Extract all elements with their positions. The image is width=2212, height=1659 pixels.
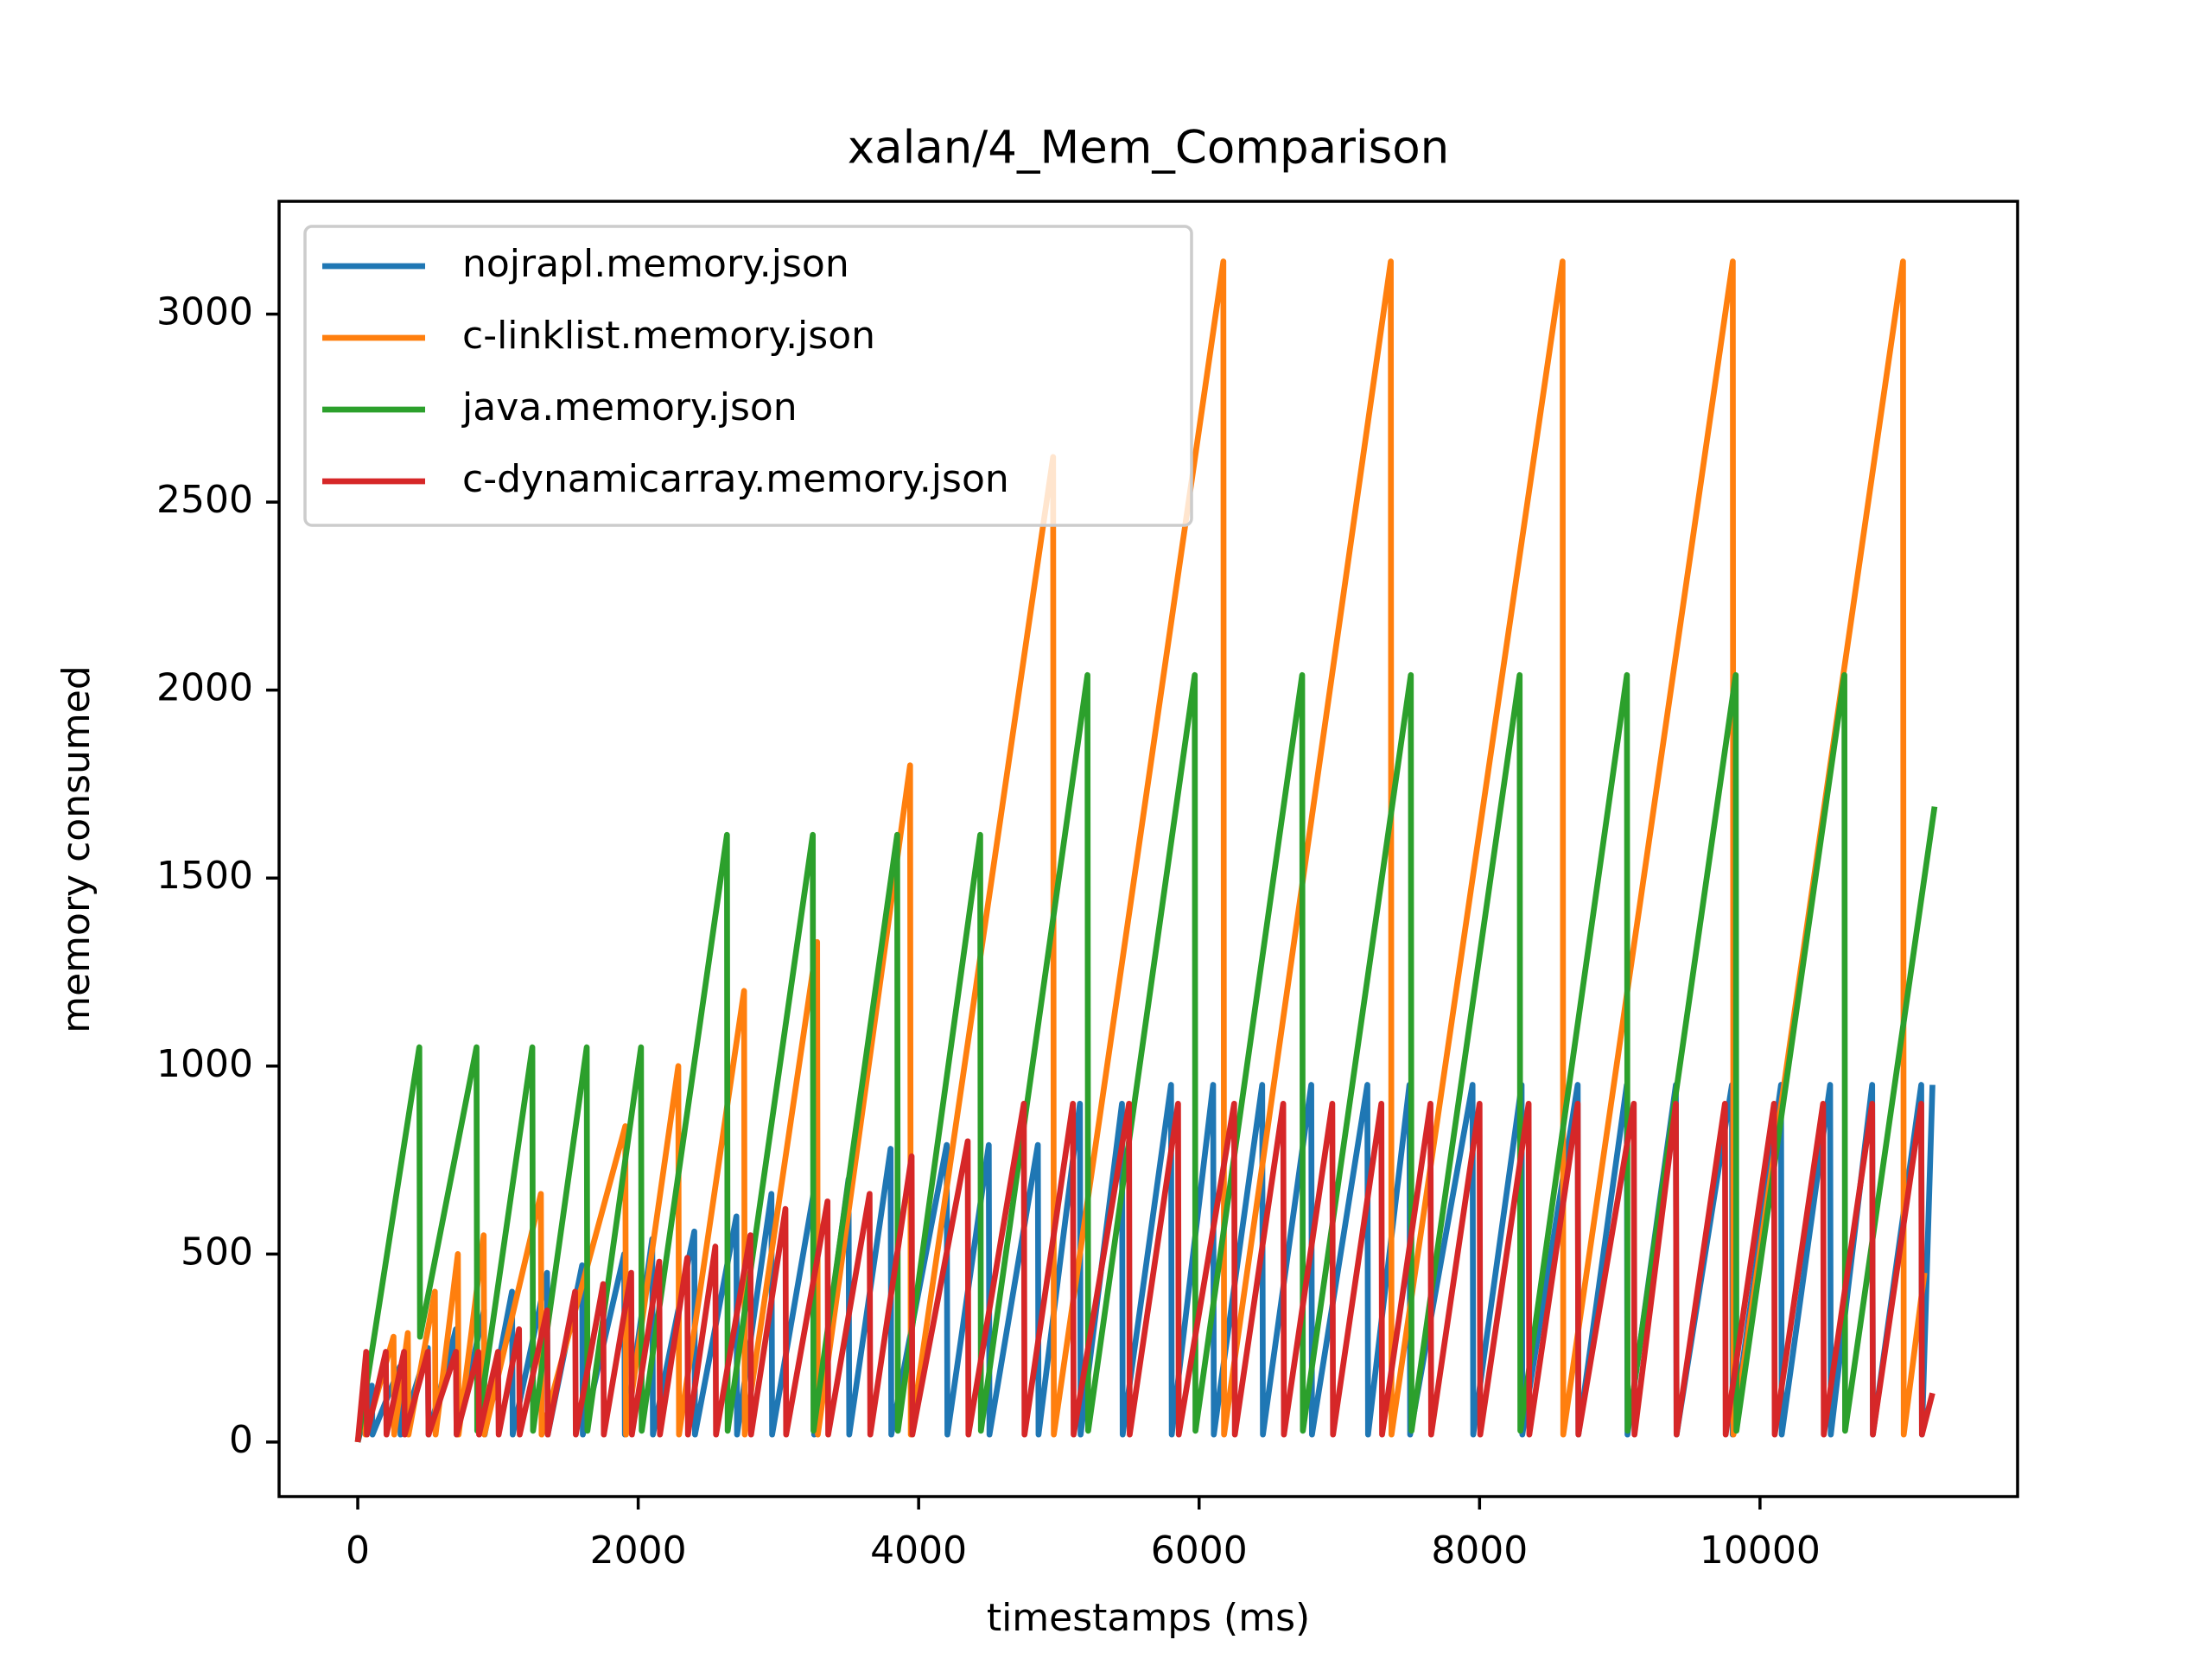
legend-label: c-dynamicarray.memory.json — [462, 457, 1009, 501]
x-tick-label: 0 — [346, 1529, 370, 1573]
chart-title: xalan/4_Mem_Comparison — [848, 122, 1450, 175]
legend-label: java.memory.json — [461, 385, 798, 429]
y-tick-label: 1000 — [156, 1042, 253, 1086]
x-tick-label: 6000 — [1151, 1529, 1248, 1573]
x-tick-label: 8000 — [1431, 1529, 1528, 1573]
y-tick-label: 500 — [181, 1230, 253, 1274]
y-tick-label: 3000 — [156, 290, 253, 334]
line-series — [354, 1100, 1936, 1443]
y-axis-label: memory consumed — [54, 665, 99, 1033]
x-tick-label: 2000 — [590, 1529, 687, 1573]
y-tick-label: 0 — [229, 1418, 253, 1462]
x-axis-label: timestamps (ms) — [987, 1596, 1310, 1640]
legend-label: nojrapl.memory.json — [462, 242, 849, 286]
axes-frame — [277, 200, 2019, 1498]
y-tick-label: 1500 — [156, 854, 253, 898]
legend-box — [303, 225, 1193, 527]
y-tick-label: 2000 — [156, 666, 253, 710]
y-tick-label: 2500 — [156, 478, 253, 522]
legend-label: c-linklist.memory.json — [462, 314, 875, 358]
plot-area — [354, 258, 1938, 1443]
x-tick-label: 4000 — [870, 1529, 967, 1573]
x-tick-label: 10000 — [1700, 1529, 1821, 1573]
